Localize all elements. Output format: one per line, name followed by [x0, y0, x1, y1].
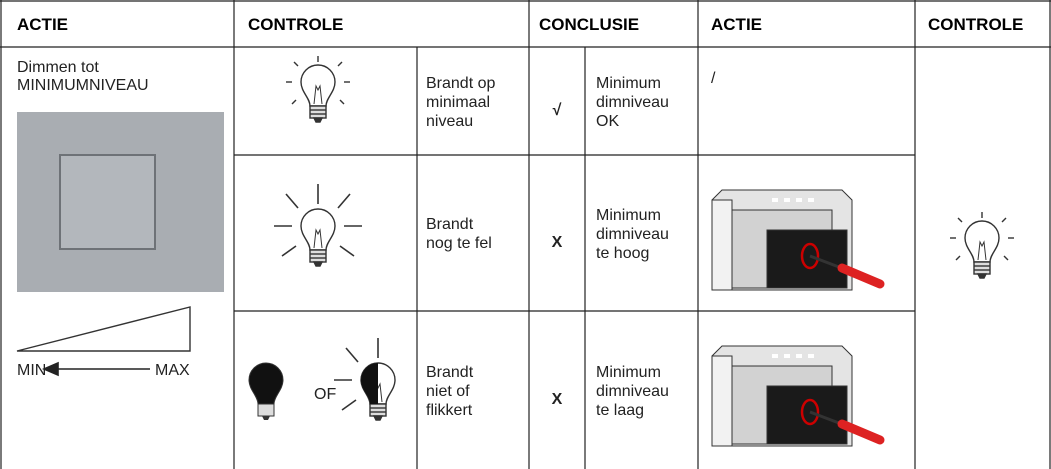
control-text: nog te fel — [426, 235, 492, 252]
control-text: Brandt — [426, 364, 474, 381]
conclusion-symbol: X — [552, 391, 563, 408]
conclusion-text: Minimum — [596, 207, 661, 224]
bulb-bright — [274, 184, 362, 267]
max-label: MAX — [155, 362, 190, 379]
min-label: MIN — [17, 362, 46, 379]
conclusion-text: dimniveau — [596, 226, 669, 243]
conclusion-text: dimniveau — [596, 383, 669, 400]
conclusion-text: dimniveau — [596, 94, 669, 111]
control-text: Brandt — [426, 216, 474, 233]
arrow — [41, 361, 150, 377]
conclusion-symbol: √ — [553, 102, 562, 119]
module-row3 — [712, 346, 880, 446]
control-text: niveau — [426, 113, 473, 130]
header-cell: ACTIE — [711, 15, 762, 34]
conclusion-text: Minimum — [596, 75, 661, 92]
action-text: / — [711, 70, 716, 87]
conclusion-symbol: X — [552, 234, 563, 251]
control-text: Brandt op — [426, 75, 495, 92]
bulb-off — [248, 362, 284, 420]
control-text: minimaal — [426, 94, 490, 111]
instruction-text: Dimmen tot — [17, 59, 99, 76]
conclusion-text: OK — [596, 113, 619, 130]
header-cell: CONCLUSIE — [539, 15, 639, 34]
header-cell: CONTROLE — [248, 15, 343, 34]
module-row2 — [712, 190, 880, 290]
conclusion-text: te hoog — [596, 245, 649, 262]
control-text: niet of — [426, 383, 470, 400]
bulb-control — [950, 212, 1014, 279]
header-cell: CONTROLE — [928, 15, 1023, 34]
conclusion-text: te laag — [596, 402, 644, 419]
control-text: flikkert — [426, 402, 473, 419]
dimmer-switch — [17, 112, 224, 292]
ramp — [16, 306, 191, 352]
conclusion-text: Minimum — [596, 364, 661, 381]
bulb-dim — [286, 56, 350, 123]
header-cell: ACTIE — [17, 15, 68, 34]
or-text: OF — [314, 386, 336, 403]
instruction-text: MINIMUMNIVEAU — [17, 77, 149, 94]
bulb-flicker — [334, 338, 396, 421]
